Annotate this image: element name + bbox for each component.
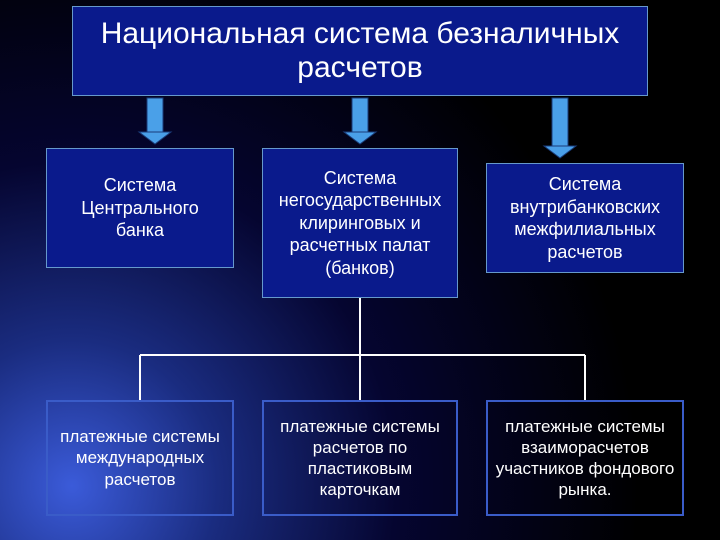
level3-text-1: платежные системы международных расчетов (52, 426, 228, 490)
level2-box-2: Система негосударственных клиринговых и … (262, 148, 458, 298)
level2-text-2: Система негосударственных клиринговых и … (271, 167, 449, 280)
level3-box-1: платежные системы международных расчетов (46, 400, 234, 516)
level2-text-1: Система Центрального банка (55, 174, 225, 242)
title-text: Национальная система безналичных расчето… (73, 17, 647, 85)
level3-box-2: платежные системы расчетов по пластиковы… (262, 400, 458, 516)
level2-text-3: Система внутрибанковских межфилиальных р… (495, 173, 675, 263)
level2-box-1: Система Центрального банка (46, 148, 234, 268)
level3-text-2: платежные системы расчетов по пластиковы… (268, 416, 452, 501)
level3-text-3: платежные системы взаиморасчетов участни… (492, 416, 678, 501)
title-box: Национальная система безналичных расчето… (72, 6, 648, 96)
level3-box-3: платежные системы взаиморасчетов участни… (486, 400, 684, 516)
level2-box-3: Система внутрибанковских межфилиальных р… (486, 163, 684, 273)
